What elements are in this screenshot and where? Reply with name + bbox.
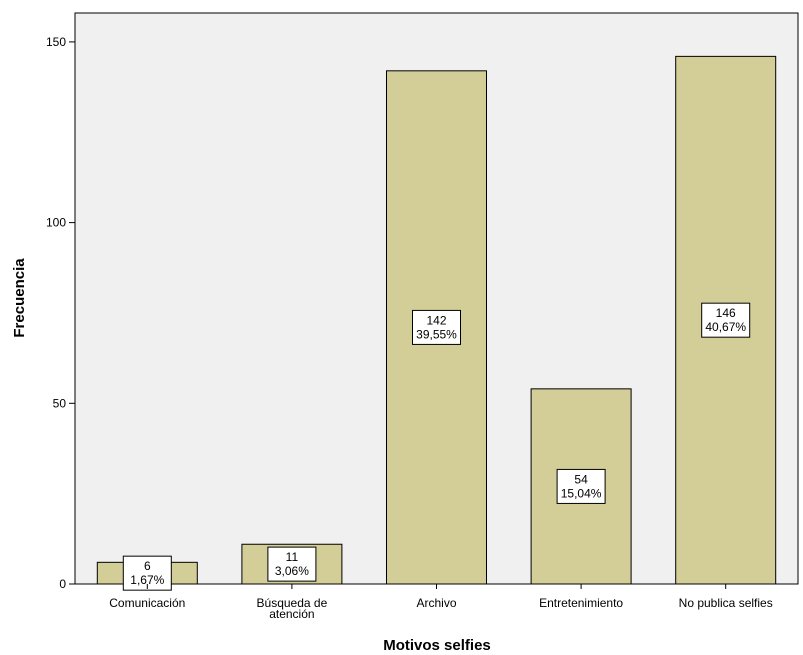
data-label-box-4 bbox=[701, 302, 751, 338]
x-tick-label-4: No publica selfies bbox=[679, 596, 773, 610]
data-label-percent-0: 1,67% bbox=[130, 573, 164, 587]
y-tick-label-3: 150 bbox=[46, 35, 66, 49]
x-tick-label-1: Búsqueda de atención bbox=[257, 596, 328, 621]
x-tick-label-3: Entretenimiento bbox=[539, 596, 623, 610]
data-label-percent-3: 15,04% bbox=[561, 486, 602, 500]
data-label-box-1 bbox=[267, 546, 317, 582]
data-label-value-4: 146 bbox=[716, 306, 736, 320]
data-label-value-3: 54 bbox=[574, 472, 588, 486]
data-label-percent-4: 40,67% bbox=[705, 320, 746, 334]
y-tick-label-0: 0 bbox=[59, 577, 66, 591]
x-axis-title: Motivos selfies bbox=[383, 637, 491, 654]
data-label-value-1: 11 bbox=[286, 550, 299, 564]
y-axis: 0 50 100 150 bbox=[46, 35, 75, 591]
y-tick-label-2: 100 bbox=[46, 216, 66, 230]
data-label-box-2 bbox=[412, 309, 461, 345]
data-label-box-3 bbox=[556, 468, 606, 504]
data-label-percent-1: 3,06% bbox=[275, 564, 309, 578]
x-tick-label-2: Archivo bbox=[416, 596, 456, 610]
y-axis-title: Frecuencia bbox=[11, 258, 28, 338]
y-tick-label-1: 50 bbox=[53, 396, 67, 410]
x-tick-label-0: Comunicación bbox=[109, 596, 185, 610]
data-label-percent-2: 39,55% bbox=[416, 327, 457, 341]
data-label-value-2: 142 bbox=[426, 313, 446, 327]
data-label-value-0: 6 bbox=[144, 559, 151, 573]
x-axis: Comunicación Búsqueda de atención Archivo En… bbox=[109, 584, 773, 621]
